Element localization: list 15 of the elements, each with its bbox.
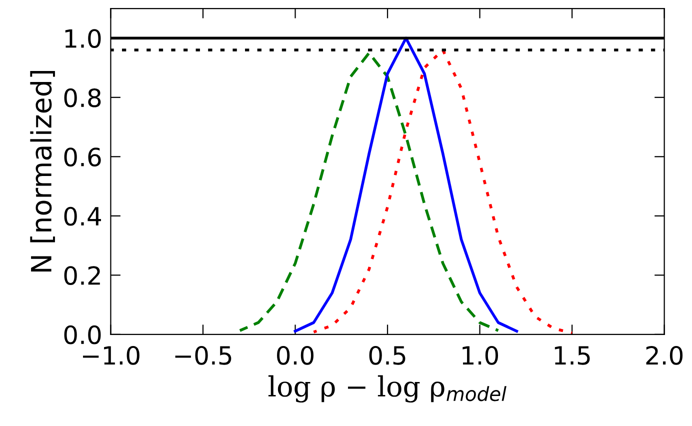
y-tick-label: 1.0 bbox=[65, 29, 101, 48]
y-axis-title: N [normalized] bbox=[30, 71, 55, 272]
x-tick-label: 1.5 bbox=[554, 346, 590, 365]
y-tick-label: 0.0 bbox=[64, 325, 101, 344]
x-tick-label: 2.0 bbox=[646, 346, 683, 365]
y-tick-label: 0.2 bbox=[64, 266, 100, 286]
y-tick-label: 0.4 bbox=[64, 206, 101, 226]
x-tick-label: 0.0 bbox=[277, 346, 314, 365]
x-tick-label: 1.0 bbox=[462, 346, 498, 365]
x-tick-label: 0.5 bbox=[369, 346, 406, 365]
y-tick-label: 0.6 bbox=[64, 148, 101, 167]
x-axis-title: log ρ − log ρ$_{model}$ bbox=[268, 375, 506, 403]
x-tick-label: −1.0 bbox=[83, 346, 140, 365]
x-tick-label: −0.5 bbox=[175, 346, 232, 365]
y-tick-label: 0.8 bbox=[64, 88, 101, 108]
